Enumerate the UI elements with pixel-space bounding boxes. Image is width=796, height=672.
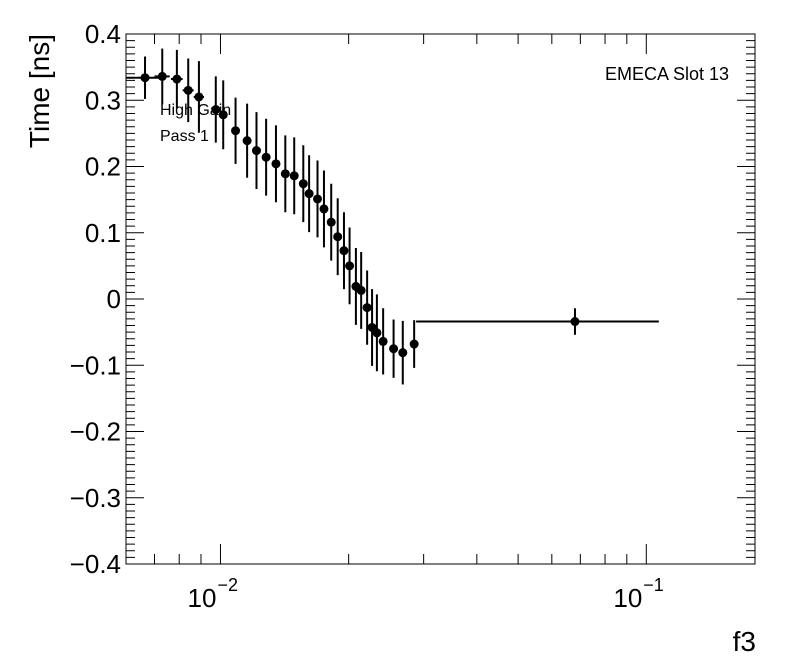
data-points — [126, 48, 659, 385]
data-point — [271, 125, 281, 203]
point-marker — [570, 317, 580, 327]
point-marker — [409, 339, 419, 349]
point-marker — [172, 74, 182, 84]
y-tick-label: −0.3 — [70, 483, 121, 513]
data-point — [367, 289, 377, 366]
point-marker — [389, 344, 399, 354]
y-tick-label: −0.1 — [70, 350, 121, 380]
point-marker — [319, 204, 329, 214]
data-point — [182, 58, 194, 123]
data-point — [218, 80, 228, 150]
point-marker — [280, 169, 290, 179]
point-marker — [271, 159, 281, 169]
point-marker — [183, 85, 193, 95]
data-point — [319, 170, 329, 248]
data-point — [398, 320, 408, 385]
point-marker — [326, 217, 336, 227]
point-marker — [231, 126, 241, 136]
data-point — [389, 319, 399, 378]
point-marker — [298, 179, 308, 189]
point-marker — [211, 105, 221, 115]
annotation-slot: EMECA Slot 13 — [605, 64, 729, 84]
point-marker — [251, 146, 261, 156]
data-point — [126, 56, 163, 99]
y-tick-label: 0.1 — [85, 218, 121, 248]
point-marker — [339, 246, 349, 256]
data-point — [170, 49, 183, 109]
data-point — [326, 183, 336, 261]
x-tick-label-exponent: −2 — [217, 575, 238, 595]
point-marker — [261, 152, 271, 162]
y-tick-label: −0.4 — [70, 549, 121, 579]
point-marker — [304, 189, 314, 199]
data-point — [362, 270, 372, 345]
point-marker — [356, 285, 366, 295]
point-marker — [242, 136, 252, 146]
x-tick-label-exponent: −1 — [643, 575, 664, 595]
point-marker — [362, 303, 372, 313]
y-axis-label: Time [ns] — [24, 34, 55, 148]
data-point — [298, 145, 308, 223]
point-marker — [157, 71, 167, 81]
y-axis-ticks — [126, 33, 755, 565]
x-axis-tick-labels: 10 −2 10 −1 — [188, 575, 664, 613]
data-point — [372, 294, 382, 372]
annotation-pass: Pass 1 — [160, 128, 209, 145]
y-tick-label: 0.2 — [85, 152, 121, 182]
data-point — [345, 227, 355, 305]
point-marker — [140, 73, 150, 83]
data-point — [378, 308, 388, 375]
y-tick-label: 0 — [107, 284, 121, 314]
x-tick-label-base: 10 — [613, 583, 642, 613]
data-point — [339, 212, 349, 290]
x-axis-label: f3 — [733, 626, 756, 657]
point-marker — [378, 336, 388, 346]
y-tick-label: 0.4 — [85, 19, 121, 49]
y-axis-tick-labels: 0.4 0.3 0.2 0.1 0 −0.1 −0.2 −0.3 −0.4 — [70, 19, 121, 579]
data-point — [333, 198, 343, 276]
data-point — [251, 112, 261, 190]
point-marker — [398, 348, 408, 358]
data-point — [409, 320, 419, 368]
y-tick-label: −0.2 — [70, 417, 121, 447]
data-point — [231, 97, 241, 164]
data-point — [261, 118, 271, 196]
point-marker — [333, 232, 343, 242]
point-marker — [218, 110, 228, 120]
point-marker — [345, 261, 355, 271]
data-point — [242, 103, 252, 178]
data-point — [289, 137, 299, 215]
data-point — [211, 76, 221, 143]
data-point — [356, 251, 366, 329]
x-tick-label-base: 10 — [188, 583, 217, 613]
data-point — [304, 155, 314, 233]
data-point — [154, 48, 170, 105]
data-point — [193, 61, 205, 133]
point-marker — [194, 92, 204, 102]
data-point — [280, 135, 290, 213]
data-point — [416, 308, 659, 335]
data-point — [313, 160, 323, 238]
point-marker — [289, 171, 299, 181]
point-marker — [313, 194, 323, 204]
y-tick-label: 0.3 — [85, 85, 121, 115]
annotation-gain: High Gain — [160, 102, 231, 119]
point-marker — [372, 328, 382, 338]
x-axis-ticks — [125, 34, 647, 564]
